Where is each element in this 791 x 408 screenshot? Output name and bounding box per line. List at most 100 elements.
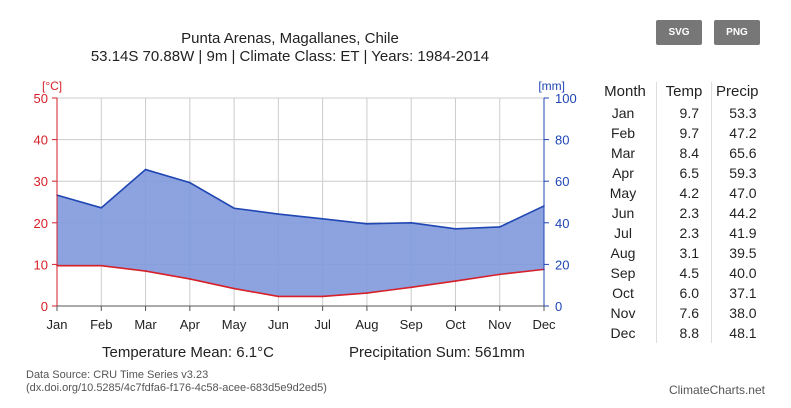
table-cell-temp: 3.1 <box>656 243 712 263</box>
export-png-button[interactable]: PNG <box>714 20 760 45</box>
table-row: Dec 8.8 48.1 <box>594 323 763 343</box>
table-cell-month: Jan <box>611 105 635 121</box>
temperature-point <box>498 273 501 276</box>
precipitation-point <box>233 207 235 210</box>
table-cell-precip: 47.2 <box>710 123 763 143</box>
precipitation-point <box>100 207 103 209</box>
table-cell-precip: 37.1 <box>710 283 763 303</box>
y-tick-label-right: 20 <box>555 257 569 272</box>
table-cell-month: Dec <box>610 325 636 341</box>
temperature-point <box>100 264 103 267</box>
table-row: Mar 8.4 65.6 <box>594 143 763 163</box>
precipitation-line <box>56 168 545 230</box>
x-tick-label: Jun <box>268 317 289 332</box>
x-tick-label: May <box>222 317 247 332</box>
table-cell-month: Apr <box>612 165 634 181</box>
table-cell-month: May <box>609 185 637 201</box>
x-tick-label: Jul <box>314 317 331 332</box>
y-tick-label-right: 60 <box>555 174 569 189</box>
temperature-point <box>321 295 324 298</box>
brand-link[interactable]: ClimateCharts.net <box>668 383 765 397</box>
table-row: Feb 9.7 47.2 <box>594 123 763 143</box>
x-tick-label: Apr <box>180 317 201 332</box>
table-row: Jul 2.3 41.9 <box>594 223 763 243</box>
data-source-text: Data Source: CRU Time Series v3.23 <box>26 369 209 381</box>
temperature-point <box>189 278 191 280</box>
chart-title: Punta Arenas, Magallanes, Chile <box>181 30 399 47</box>
data-source-doi[interactable]: (dx.doi.org/10.5285/4c7fdfa6-f176-4c58-a… <box>26 382 327 394</box>
precipitation-point <box>498 226 501 228</box>
precipitation-point <box>144 168 147 171</box>
temperature-point <box>277 295 280 298</box>
table-cell-precip: 41.9 <box>710 223 763 243</box>
table-row: Nov 7.6 38.0 <box>594 303 763 323</box>
table-cell-month: Mar <box>610 145 636 161</box>
climate-chart: 0 10 20 30 40 50[°C] 0 20 40 60 80 100[mm] Jan Feb Mar… <box>34 79 577 332</box>
table-cell-month: Oct <box>612 285 634 301</box>
climate-table: Month Temp Precip Jan 9.7 53.3 Feb 9.7 47.2 Ma… <box>594 82 763 343</box>
x-tick-label: Feb <box>90 317 112 332</box>
y-tick-label-left: 30 <box>34 174 48 189</box>
chart-subtitle: 53.14S 70.88W | 9m | Climate Class: ET |… <box>90 48 490 65</box>
table-cell-month: Jul <box>614 225 632 241</box>
temperature-point <box>410 286 412 289</box>
table-cell-month: Jun <box>611 205 635 221</box>
temperature-point <box>454 280 457 282</box>
y-tick-label-left: 40 <box>34 133 48 148</box>
temperature-mean-text: Temperature Mean: 6.1°C <box>102 344 274 361</box>
y-tick-label-right: 40 <box>555 216 569 231</box>
y-tick-label-left: 0 <box>41 299 48 314</box>
table-cell-temp: 4.5 <box>656 263 712 283</box>
x-tick-label: Oct <box>445 317 466 332</box>
table-cell-precip: 53.3 <box>710 103 763 123</box>
column-header-precip: Precip <box>710 82 763 103</box>
x-tick-label: Dec <box>532 317 556 332</box>
y-tick-label-left: 10 <box>34 257 48 272</box>
table-row: May 4.2 47.0 <box>594 183 763 203</box>
table-row: Apr 6.5 59.3 <box>594 163 763 183</box>
table-cell-temp: 6.5 <box>656 163 712 183</box>
table-cell-temp: 8.8 <box>656 323 712 343</box>
precipitation-area <box>57 169 544 297</box>
table-cell-precip: 40.0 <box>710 263 763 283</box>
column-header-month: Month <box>604 83 646 100</box>
table-cell-month: Sep <box>610 265 636 281</box>
export-svg-button[interactable]: SVG <box>656 20 702 45</box>
precipitation-point <box>321 218 324 220</box>
table-cell-month: Aug <box>610 245 636 261</box>
y-tick-label-right: 0 <box>555 299 562 314</box>
table-cell-temp: 8.4 <box>656 143 712 163</box>
table-cell-precip: 59.3 <box>710 163 763 183</box>
table-cell-month: Feb <box>610 125 636 141</box>
table-cell-precip: 48.1 <box>710 323 763 343</box>
table-cell-temp: 9.7 <box>656 103 712 123</box>
y-axis-label-right: [mm] <box>538 79 565 93</box>
table-cell-temp: 2.3 <box>656 203 712 223</box>
precipitation-point <box>454 228 457 230</box>
temperature-line <box>57 264 545 298</box>
table-cell-precip: 39.5 <box>710 243 763 263</box>
precipitation-point <box>277 213 280 215</box>
y-axis-label-left: [°C] <box>42 79 62 93</box>
precipitation-sum-text: Precipitation Sum: 561mm <box>349 344 525 361</box>
table-cell-temp: 6.0 <box>656 283 712 303</box>
temperature-point <box>366 292 368 294</box>
temperature-point <box>233 287 235 290</box>
precipitation-point <box>366 223 368 225</box>
column-header-temp: Temp <box>656 82 712 103</box>
precipitation-point <box>410 222 412 224</box>
table-cell-precip: 65.6 <box>710 143 763 163</box>
table-cell-temp: 4.2 <box>656 183 712 203</box>
table-cell-precip: 38.0 <box>710 303 763 323</box>
table-row: Aug 3.1 39.5 <box>594 243 763 263</box>
table-cell-month: Nov <box>610 305 636 321</box>
table-cell-temp: 9.7 <box>656 123 712 143</box>
table-cell-temp: 7.6 <box>656 303 712 323</box>
temperature-point <box>144 270 147 272</box>
x-tick-label: Aug <box>355 317 378 332</box>
y-tick-label-left: 20 <box>34 216 48 231</box>
x-tick-label: Sep <box>400 317 423 332</box>
table-cell-temp: 2.3 <box>656 223 712 243</box>
table-cell-precip: 44.2 <box>710 203 763 223</box>
table-row: Jun 2.3 44.2 <box>594 203 763 223</box>
